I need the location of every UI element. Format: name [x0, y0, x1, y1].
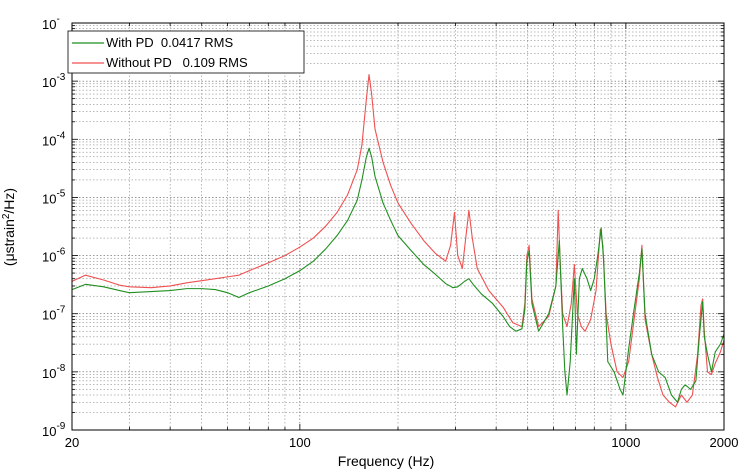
y-tick-label: 10-4 [42, 130, 66, 148]
y-tick-base: 10 [42, 17, 56, 32]
x-axis-title: Frequency (Hz) [338, 453, 434, 469]
y-tick-base: 10 [42, 191, 56, 206]
plot-series [71, 73, 725, 408]
y-tick-exponent: -8 [56, 363, 65, 374]
legend: With PD 0.0417 RMS Without PD 0.109 RMS [67, 30, 305, 74]
y-axis-title-sup: 2 [1, 213, 12, 219]
y-axis-title-prefix: (μstrain [1, 219, 17, 266]
legend-label-without-pd: Without PD 0.109 RMS [106, 55, 248, 70]
y-tick-exponent: -5 [56, 188, 65, 199]
x-tick-label: 20 [65, 435, 79, 450]
y-tick-label: 10-9 [42, 421, 66, 439]
x-tick-label: 100 [289, 435, 311, 450]
y-tick-label: 10- [42, 14, 60, 32]
y-tick-label: 10-6 [42, 247, 66, 265]
y-axis-title: (μstrain2/Hz) [1, 188, 18, 266]
x-tick-label: 1000 [611, 435, 640, 450]
grid-lines [72, 23, 724, 430]
y-tick-exponent: -7 [56, 305, 65, 316]
series-with-pd-line [71, 147, 725, 403]
y-tick-exponent: -6 [56, 247, 65, 258]
y-axis-title-suffix: /Hz) [1, 188, 17, 214]
y-tick-label: 10-8 [42, 363, 66, 381]
y-tick-exponent: - [56, 14, 59, 25]
y-tick-label: 10-7 [42, 305, 66, 323]
y-tick-label: 10-5 [42, 188, 66, 206]
x-tick-labels: 20 100 1000 2000 [65, 435, 739, 450]
y-tick-exponent: -9 [56, 421, 65, 432]
legend-box [67, 30, 305, 74]
y-tick-exponent: -3 [56, 72, 65, 83]
x-tick-label: 2000 [710, 435, 739, 450]
y-tick-exponent: -4 [56, 130, 65, 141]
y-tick-base: 10 [42, 133, 56, 148]
y-tick-base: 10 [42, 366, 56, 381]
y-tick-labels: 10-910-810-710-610-510-410-310- [42, 14, 66, 439]
y-tick-base: 10 [42, 308, 56, 323]
legend-label-with-pd: With PD 0.0417 RMS [106, 35, 233, 50]
y-tick-base: 10 [42, 75, 56, 90]
y-tick-label: 10-3 [42, 72, 66, 90]
y-tick-base: 10 [42, 424, 56, 439]
y-tick-base: 10 [42, 250, 56, 265]
